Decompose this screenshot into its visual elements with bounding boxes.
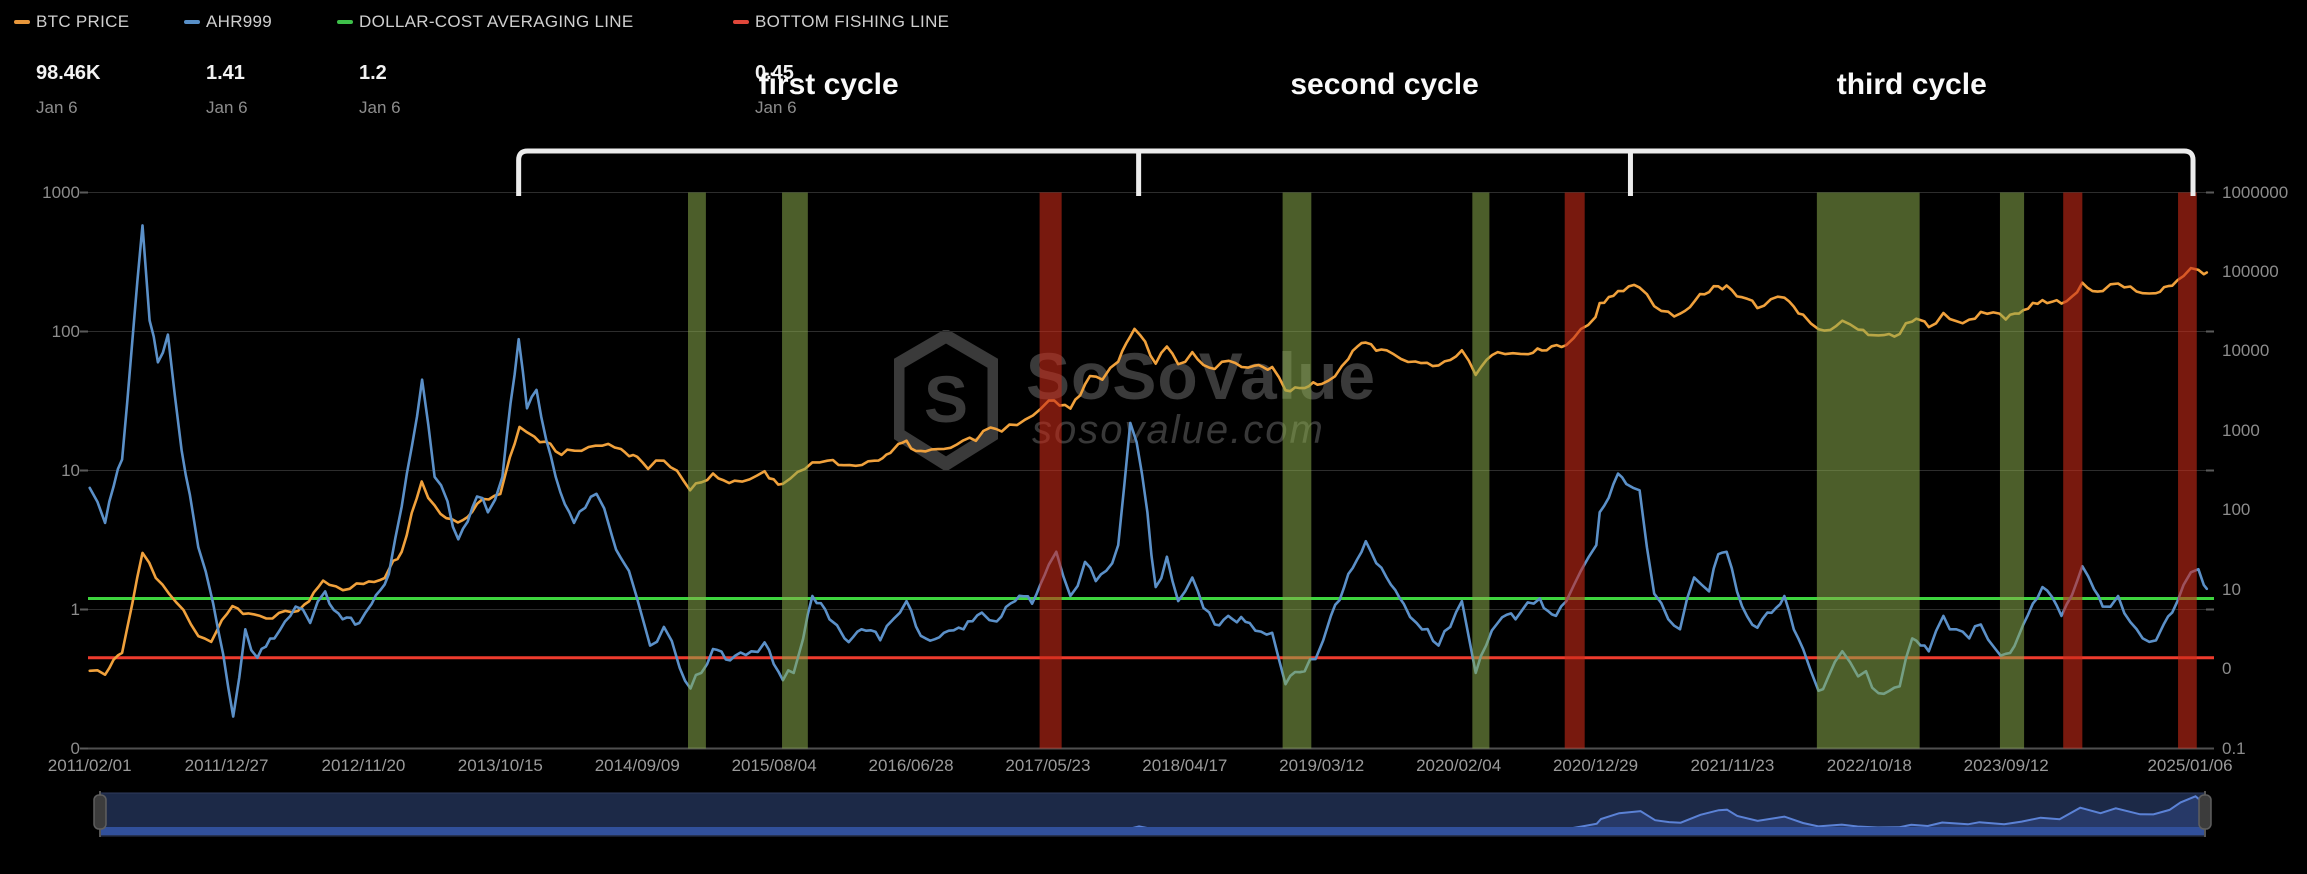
sell-zone-band bbox=[1039, 192, 1062, 749]
legend-swatch-icon bbox=[337, 20, 353, 24]
right-axis-tick-label: 10000 bbox=[2222, 341, 2270, 361]
x-axis-tick-label: 2015/08/04 bbox=[731, 756, 817, 775]
x-axis-tick-label: 2021/11/23 bbox=[1690, 756, 1775, 775]
left-axis-tick-label: 1 bbox=[70, 599, 80, 619]
cycle-label-first-cycle: first cycle bbox=[758, 68, 899, 101]
legend-swatch-icon bbox=[184, 20, 200, 24]
right-axis-tick-label: 0.1 bbox=[2222, 738, 2246, 758]
left-axis-tick-label: 10 bbox=[61, 460, 80, 480]
x-axis-tick-label: 2020/02/04 bbox=[1416, 756, 1502, 775]
x-axis-tick-label: 2011/02/01 bbox=[47, 756, 132, 775]
buy-zone-band bbox=[1999, 192, 2025, 749]
sell-zone-band bbox=[2178, 192, 2197, 749]
navigator-baseline-strip bbox=[100, 827, 2205, 835]
x-axis-tick-label: 2022/10/18 bbox=[1826, 756, 1912, 775]
legend-item-date: Jan 6 bbox=[359, 98, 401, 117]
cycle-bracket bbox=[516, 148, 2196, 196]
legend-item-value: 1.2 bbox=[359, 62, 387, 84]
legend-item-value: 1.41 bbox=[206, 62, 245, 84]
data-zoom-handle-right[interactable] bbox=[2198, 794, 2212, 830]
right-axis-tick-label: 0 bbox=[2222, 659, 2232, 679]
right-axis-tick-label: 100000 bbox=[2222, 261, 2279, 281]
buy-zone-band bbox=[1472, 192, 1490, 749]
right-axis-tick-label: 100 bbox=[2222, 500, 2251, 520]
legend-item-date: Jan 6 bbox=[206, 98, 248, 117]
legend-swatch-icon bbox=[733, 20, 749, 24]
buy-zone-band bbox=[1282, 192, 1312, 749]
legend-swatch-icon bbox=[14, 20, 30, 24]
x-axis-tick-label: 2012/11/20 bbox=[321, 756, 406, 775]
legend-item-date: Jan 6 bbox=[755, 98, 797, 117]
legend-item-value: 98.46K bbox=[36, 62, 101, 84]
legend-item-label: AHR999 bbox=[206, 12, 273, 31]
legend-item-label: DOLLAR-COST AVERAGING LINE bbox=[359, 12, 634, 31]
left-axis-tick-label: 0 bbox=[70, 738, 80, 758]
left-axis-tick-label: 100 bbox=[51, 321, 80, 341]
x-axis-tick-label: 2020/12/29 bbox=[1552, 756, 1639, 775]
sell-zone-band bbox=[1564, 192, 1585, 749]
navigator-area bbox=[100, 796, 2205, 833]
data-zoom-handle-left[interactable] bbox=[93, 794, 107, 830]
x-axis-tick-label: 2016/06/28 bbox=[868, 756, 954, 775]
data-zoom-slider[interactable] bbox=[93, 791, 2212, 837]
legend-item-label: BOTTOM FISHING LINE bbox=[755, 12, 950, 31]
legend-item-value: 0.45 bbox=[755, 62, 794, 84]
x-axis-tick-label: 2017/05/23 bbox=[1005, 756, 1091, 775]
buy-zone-band bbox=[1816, 192, 1920, 749]
right-axis-tick-label: 1000000 bbox=[2222, 182, 2289, 202]
right-axis-tick-label: 1000 bbox=[2222, 420, 2260, 440]
cycle-label-third-cycle: third cycle bbox=[1836, 68, 1987, 101]
legend-item-label: BTC PRICE bbox=[36, 12, 130, 31]
sell-zone-band bbox=[2063, 192, 2083, 749]
buy-zone-band bbox=[688, 192, 706, 749]
legend-item-date: Jan 6 bbox=[36, 98, 78, 117]
x-axis-tick-label: 2013/10/15 bbox=[457, 756, 543, 775]
buy-zone-band bbox=[782, 192, 808, 749]
x-axis-tick-label: 2018/04/17 bbox=[1142, 756, 1228, 775]
x-axis-tick-label: 2019/03/12 bbox=[1279, 756, 1365, 775]
cycle-label-second-cycle: second cycle bbox=[1290, 68, 1479, 101]
right-axis-tick-label: 10 bbox=[2222, 579, 2241, 599]
x-axis-tick-label: 2014/09/09 bbox=[594, 756, 680, 775]
left-axis-tick-label: 1000 bbox=[42, 182, 80, 202]
x-axis-tick-label: 2025/01/06 bbox=[2147, 756, 2233, 775]
x-axis-tick-label: 2011/12/27 bbox=[184, 756, 269, 775]
x-axis-tick-label: 2023/09/12 bbox=[1963, 756, 2049, 775]
